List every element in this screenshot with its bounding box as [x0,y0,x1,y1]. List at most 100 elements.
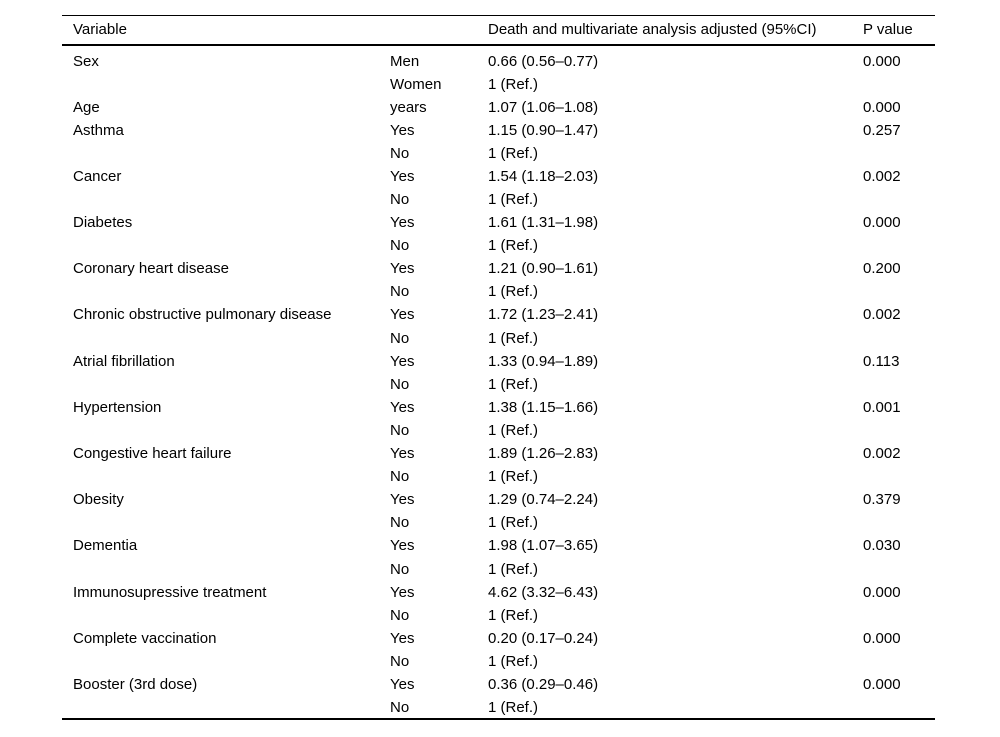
cell-estimate: 1 (Ref.) [488,375,539,393]
col-header-variable: Variable [62,15,390,46]
table-row: Congestive heart failure Yes 1.89 (1.26–2.… [62,442,935,465]
table-row: No 1 (Ref.) [62,373,935,396]
cell-variable [62,557,390,580]
cell-variable [62,234,390,257]
cell-category: Yes [390,214,415,232]
table-row: Diabetes Yes 1.61 (1.31–1.98) 0.000 [62,211,935,234]
cell-estimate: 1 (Ref.) [488,514,539,532]
table-row: Sex Men 0.66 (0.56–0.77) 0.000 [62,45,935,73]
cell-pvalue: 0.000 [863,214,901,232]
cell-estimate: 1.89 (1.26–2.83) [488,445,599,463]
cell-estimate: 1.29 (0.74–2.24) [488,491,599,509]
cell-variable [62,696,390,719]
cell-variable: Sex [73,53,99,70]
cell-estimate: 1.38 (1.15–1.66) [488,398,599,416]
table-row: No 1 (Ref.) [62,557,935,580]
cell-pvalue: 0.000 [863,583,901,601]
table-row: Dementia Yes 1.98 (1.07–3.65) 0.030 [62,534,935,557]
table-row: No 1 (Ref.) [62,327,935,350]
cell-variable [62,465,390,488]
table-row: No 1 (Ref.) [62,280,935,303]
table-row: No 1 (Ref.) [62,142,935,165]
cell-pvalue [863,465,935,488]
table-row: No 1 (Ref.) [62,696,935,719]
cell-variable: Atrial fibrillation [73,352,175,370]
cell-pvalue: 0.113 [863,352,900,370]
cell-category: No [390,144,410,162]
cell-pvalue: 0.002 [863,167,901,185]
cell-category: Yes [390,121,415,139]
cell-variable [62,142,390,165]
cell-pvalue [863,188,935,211]
cell-variable: Immunosupressive treatment [73,583,267,601]
table-row: Coronary heart disease Yes 1.21 (0.90–1.61… [62,257,935,280]
cell-category: Yes [390,352,415,370]
cell-category: No [390,191,410,209]
cell-estimate: 1 (Ref.) [488,191,539,209]
cell-variable [62,73,390,96]
header-row: Variable Death and multivariate analysis… [62,15,935,46]
col-header-estimate: Death and multivariate analysis adjusted… [488,15,863,46]
cell-variable: Diabetes [73,214,133,232]
cell-estimate: 1.72 (1.23–2.41) [488,306,599,324]
cell-category: Men [390,53,420,70]
col-header-category [390,15,488,46]
table-row: No 1 (Ref.) [62,419,935,442]
cell-estimate: 0.20 (0.17–0.24) [488,629,599,647]
cell-pvalue: 0.002 [863,445,901,463]
cell-estimate: 1 (Ref.) [488,560,539,578]
cell-category: Yes [390,629,415,647]
table-row: Chronic obstructive pulmonary disease Yes… [62,303,935,326]
cell-pvalue [863,604,935,627]
cell-category: No [390,514,410,532]
cell-pvalue [863,73,935,96]
table-row: No 1 (Ref.) [62,604,935,627]
table-row: Hypertension Yes 1.38 (1.15–1.66) 0.001 [62,396,935,419]
cell-variable [62,419,390,442]
cell-variable: Hypertension [73,398,162,416]
table-row: Complete vaccination Yes 0.20 (0.17–0.24) 0… [62,627,935,650]
cell-estimate: 1 (Ref.) [488,75,539,93]
cell-pvalue [863,327,935,350]
cell-variable: Cancer [73,167,122,185]
cell-pvalue [863,557,935,580]
cell-variable: Age [73,98,100,116]
cell-category: No [390,468,410,486]
cell-category: No [390,375,410,393]
table-row: Immunosupressive treatment Yes 4.62 (3.32–… [62,581,935,604]
cell-variable: Dementia [73,537,138,555]
table-row: Women 1 (Ref.) [62,73,935,96]
cell-pvalue: 0.002 [863,306,901,324]
cell-variable [62,188,390,211]
cell-pvalue [863,280,935,303]
cell-estimate: 1 (Ref.) [488,652,539,670]
cell-estimate: 1 (Ref.) [488,144,539,162]
cell-pvalue: 0.030 [863,537,901,555]
cell-category: Yes [390,491,415,509]
cell-variable: Congestive heart failure [73,445,232,463]
cell-variable [62,327,390,350]
cell-category: Yes [390,445,415,463]
cell-category: Women [390,75,442,93]
cell-category: Yes [390,260,415,278]
cell-variable [62,650,390,673]
cell-estimate: 1.98 (1.07–3.65) [488,537,599,555]
cell-variable: Asthma [73,121,124,139]
cell-estimate: 0.36 (0.29–0.46) [488,675,599,693]
table-body: Sex Men 0.66 (0.56–0.77) 0.000 Women 1 (Ref.)… [62,45,935,720]
cell-pvalue: 0.000 [863,629,901,647]
cell-pvalue [863,696,935,719]
cell-estimate: 1.15 (0.90–1.47) [488,121,599,139]
table-row: No 1 (Ref.) [62,465,935,488]
cell-category: No [390,421,410,439]
cell-variable: Coronary heart disease [73,260,229,278]
table-row: Asthma Yes 1.15 (0.90–1.47) 0.257 [62,119,935,142]
table-row: No 1 (Ref.) [62,234,935,257]
table-row: No 1 (Ref.) [62,188,935,211]
col-header-pvalue: P value [863,15,935,46]
cell-pvalue [863,419,935,442]
cell-estimate: 0.66 (0.56–0.77) [488,53,599,70]
cell-estimate: 1 (Ref.) [488,237,539,255]
table-row: Atrial fibrillation Yes 1.33 (0.94–1.89) 0.… [62,350,935,373]
